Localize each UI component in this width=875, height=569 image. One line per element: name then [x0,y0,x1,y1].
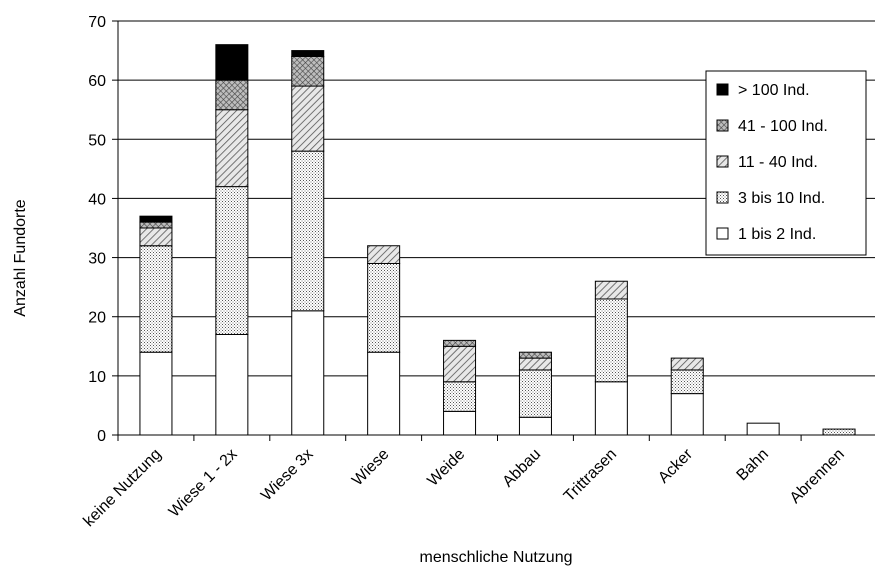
x-axis-title: menschliche Nutzung [420,549,573,566]
y-tick-label: 20 [88,310,106,327]
x-tick-label: Weide [424,446,468,490]
y-tick-label: 30 [88,251,106,268]
bar-segment [594,298,628,383]
x-tick-label: Abrennen [787,446,848,507]
x-tick-label: Wiese [349,446,393,490]
bar-segment [139,351,173,436]
x-tick-label: Acker [655,445,696,486]
bar-segment [443,381,477,412]
x-tick-label: Wiese 1 - 2x [166,446,241,521]
bar-segment [443,339,477,347]
legend-swatch [716,191,729,204]
legend-label: > 100 Ind. [738,82,810,99]
bar-segment [518,351,552,359]
bar-segment [518,357,552,371]
bar-segment [215,109,249,188]
x-tick-label: Wiese 3x [258,446,317,505]
bar-segment [670,357,704,371]
bar-segment [367,245,401,264]
bars [139,44,856,436]
x-tick-label: Trittrasen [561,446,620,505]
y-axis-title: Anzahl Fundorte [12,199,29,317]
legend-box [705,70,867,256]
legend-label: 41 - 100 Ind. [738,118,828,135]
bar-segment [594,280,628,300]
y-tick-label: 70 [88,14,106,31]
bar-segment [367,262,401,353]
y-tick-label: 50 [88,132,106,149]
bar-segment [215,79,249,111]
bar-segment [518,369,552,418]
y-tick-label: 60 [88,73,106,90]
legend: > 100 Ind. 41 - 100 Ind. 11 - 40 Ind. 3 bis… [705,70,867,256]
bar-segment [367,351,401,436]
legend-label: 11 - 40 Ind. [738,154,818,171]
bar-segment [594,381,628,436]
bar-segment [139,221,173,229]
bar-segment [518,416,552,436]
x-tick-label: Bahn [734,446,772,484]
bar-segment [670,393,704,436]
bar-segment [291,85,325,152]
y-tick-label: 40 [88,191,106,208]
bar-segment [215,186,249,335]
bar-segment [291,55,325,87]
bar-segment [215,333,249,436]
legend-swatch [716,119,729,132]
legend-swatch [716,155,729,168]
legend-swatch [716,227,729,240]
bar-segment [215,44,249,81]
y-tick-label: 10 [88,369,106,386]
bar-segment [291,310,325,436]
bar-segment [291,50,325,57]
x-tick-label: Abbau [500,446,545,491]
bar-segment [139,245,173,353]
bar-segment [139,215,173,223]
bar-segment [822,428,856,436]
legend-label: 3 bis 10 Ind. [738,190,825,207]
bar-segment [443,345,477,383]
axes [112,20,875,441]
y-tick-label: 0 [97,428,106,445]
bar-segment [443,410,477,436]
x-tick-label: keine Nutzung [80,446,164,530]
bar-segment [746,422,780,436]
bar-segment [291,150,325,312]
bar-segment [670,369,704,395]
legend-label: 1 bis 2 Ind. [738,226,816,243]
bar-segment [139,227,173,247]
legend-swatch [716,83,729,96]
